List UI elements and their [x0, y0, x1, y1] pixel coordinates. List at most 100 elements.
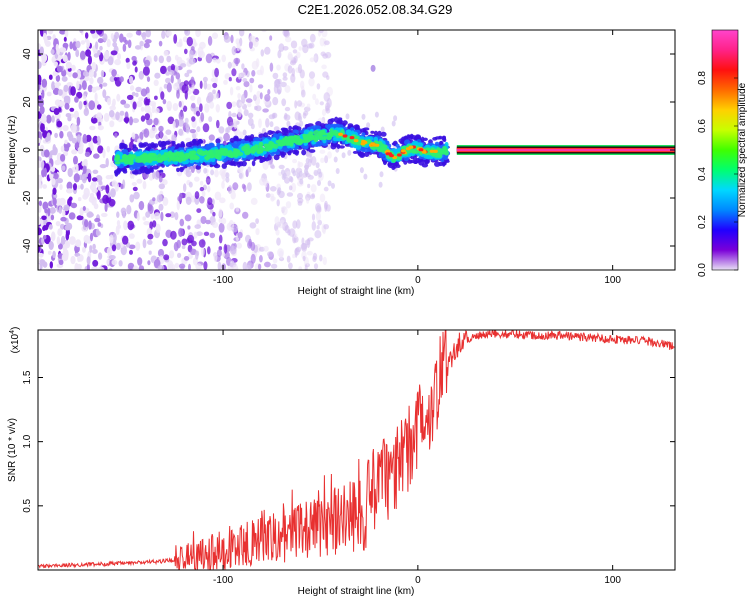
ridge-blob: [333, 144, 340, 148]
noise-blob: [199, 180, 204, 186]
noise-blob: [218, 234, 223, 244]
noise-blob: [181, 245, 186, 250]
ridge-blob: [373, 130, 378, 136]
ridge-blob: [207, 150, 213, 155]
ridge-blob: [150, 153, 157, 157]
noise-blob: [85, 49, 92, 57]
noise-blob: [158, 40, 163, 47]
noise-blob: [80, 40, 86, 45]
noise-blob: [84, 219, 89, 228]
noise-blob: [223, 243, 228, 254]
noise-blob: [119, 76, 124, 83]
noise-blob: [87, 84, 93, 93]
noise-blob: [135, 92, 139, 98]
noise-blob: [144, 105, 152, 113]
noise-blob: [269, 193, 275, 198]
noise-blob: [218, 218, 222, 223]
noise-blob: [261, 30, 267, 33]
ridge-blob: [245, 147, 251, 151]
noise-blob: [177, 78, 181, 84]
ridge-blob: [175, 151, 181, 157]
noise-blob: [68, 212, 76, 220]
noise-blob: [306, 197, 310, 204]
noise-blob: [146, 92, 151, 99]
noise-blob: [322, 256, 327, 266]
ridge-blob: [234, 137, 239, 141]
noise-blob: [288, 185, 293, 191]
noise-blob: [153, 55, 158, 62]
noise-blob: [114, 132, 118, 138]
noise-blob: [101, 212, 108, 218]
noise-blob: [143, 221, 151, 226]
noise-blob: [140, 88, 148, 97]
noise-blob: [42, 184, 47, 189]
noise-blob: [184, 72, 190, 78]
noise-blob: [205, 219, 211, 225]
ridge-blob: [132, 144, 137, 148]
ridge-blob: [301, 149, 307, 156]
noise-blob: [49, 261, 53, 269]
noise-blob: [212, 221, 219, 228]
ridge-hotspot: [338, 132, 343, 136]
noise-blob: [46, 114, 52, 124]
noise-blob: [333, 156, 338, 163]
noise-blob: [73, 110, 79, 120]
noise-blob: [258, 118, 262, 128]
noise-blob: [64, 30, 69, 38]
noise-blob: [302, 44, 309, 54]
noise-blob: [88, 69, 94, 78]
noise-blob: [316, 83, 321, 90]
noise-blob: [66, 181, 73, 190]
ridge-blob: [169, 155, 175, 160]
noise-blob: [233, 122, 237, 130]
noise-blob: [61, 76, 68, 82]
noise-blob: [105, 184, 110, 194]
noise-blob: [183, 183, 187, 193]
noise-blob: [110, 188, 116, 198]
noise-blob: [241, 63, 245, 70]
noise-blob: [184, 214, 192, 222]
noise-blob: [92, 169, 99, 174]
noise-blob: [190, 76, 195, 86]
noise-blob: [88, 196, 95, 203]
noise-blob: [42, 225, 46, 232]
noise-blob: [207, 92, 214, 102]
noise-blob: [228, 77, 232, 82]
noise-blob: [313, 55, 317, 61]
ridge-blob: [236, 161, 241, 165]
noise-blob: [363, 173, 368, 180]
noise-blob: [98, 252, 103, 260]
noise-blob: [323, 186, 329, 192]
noise-blob: [108, 254, 116, 260]
noise-blob: [378, 181, 383, 188]
noise-blob: [74, 96, 79, 103]
noise-blob: [63, 95, 71, 102]
ridge-blob: [191, 150, 197, 155]
noise-blob: [242, 129, 247, 136]
noise-blob: [287, 65, 293, 74]
noise-blob: [129, 249, 133, 255]
ridge-blob: [241, 157, 247, 161]
noise-blob: [315, 162, 320, 169]
noise-blob: [277, 50, 282, 59]
noise-blob: [56, 236, 61, 246]
noise-blob: [181, 84, 189, 94]
noise-blob: [249, 222, 257, 229]
noise-blob: [52, 87, 60, 95]
noise-blob: [162, 99, 167, 105]
noise-blob: [202, 76, 208, 83]
noise-blob: [137, 257, 143, 266]
ridge-blob: [288, 125, 293, 131]
noise-blob: [249, 84, 253, 93]
ridge-blob: [434, 136, 442, 140]
noise-blob: [230, 34, 234, 44]
noise-blob: [85, 134, 92, 142]
noise-blob: [157, 265, 165, 270]
noise-blob: [165, 129, 172, 135]
snr-scale-exponent: 4: [9, 330, 16, 334]
noise-blob: [147, 239, 153, 245]
ridge-blob: [263, 132, 268, 138]
noise-blob: [288, 175, 293, 182]
noise-blob: [92, 135, 99, 144]
